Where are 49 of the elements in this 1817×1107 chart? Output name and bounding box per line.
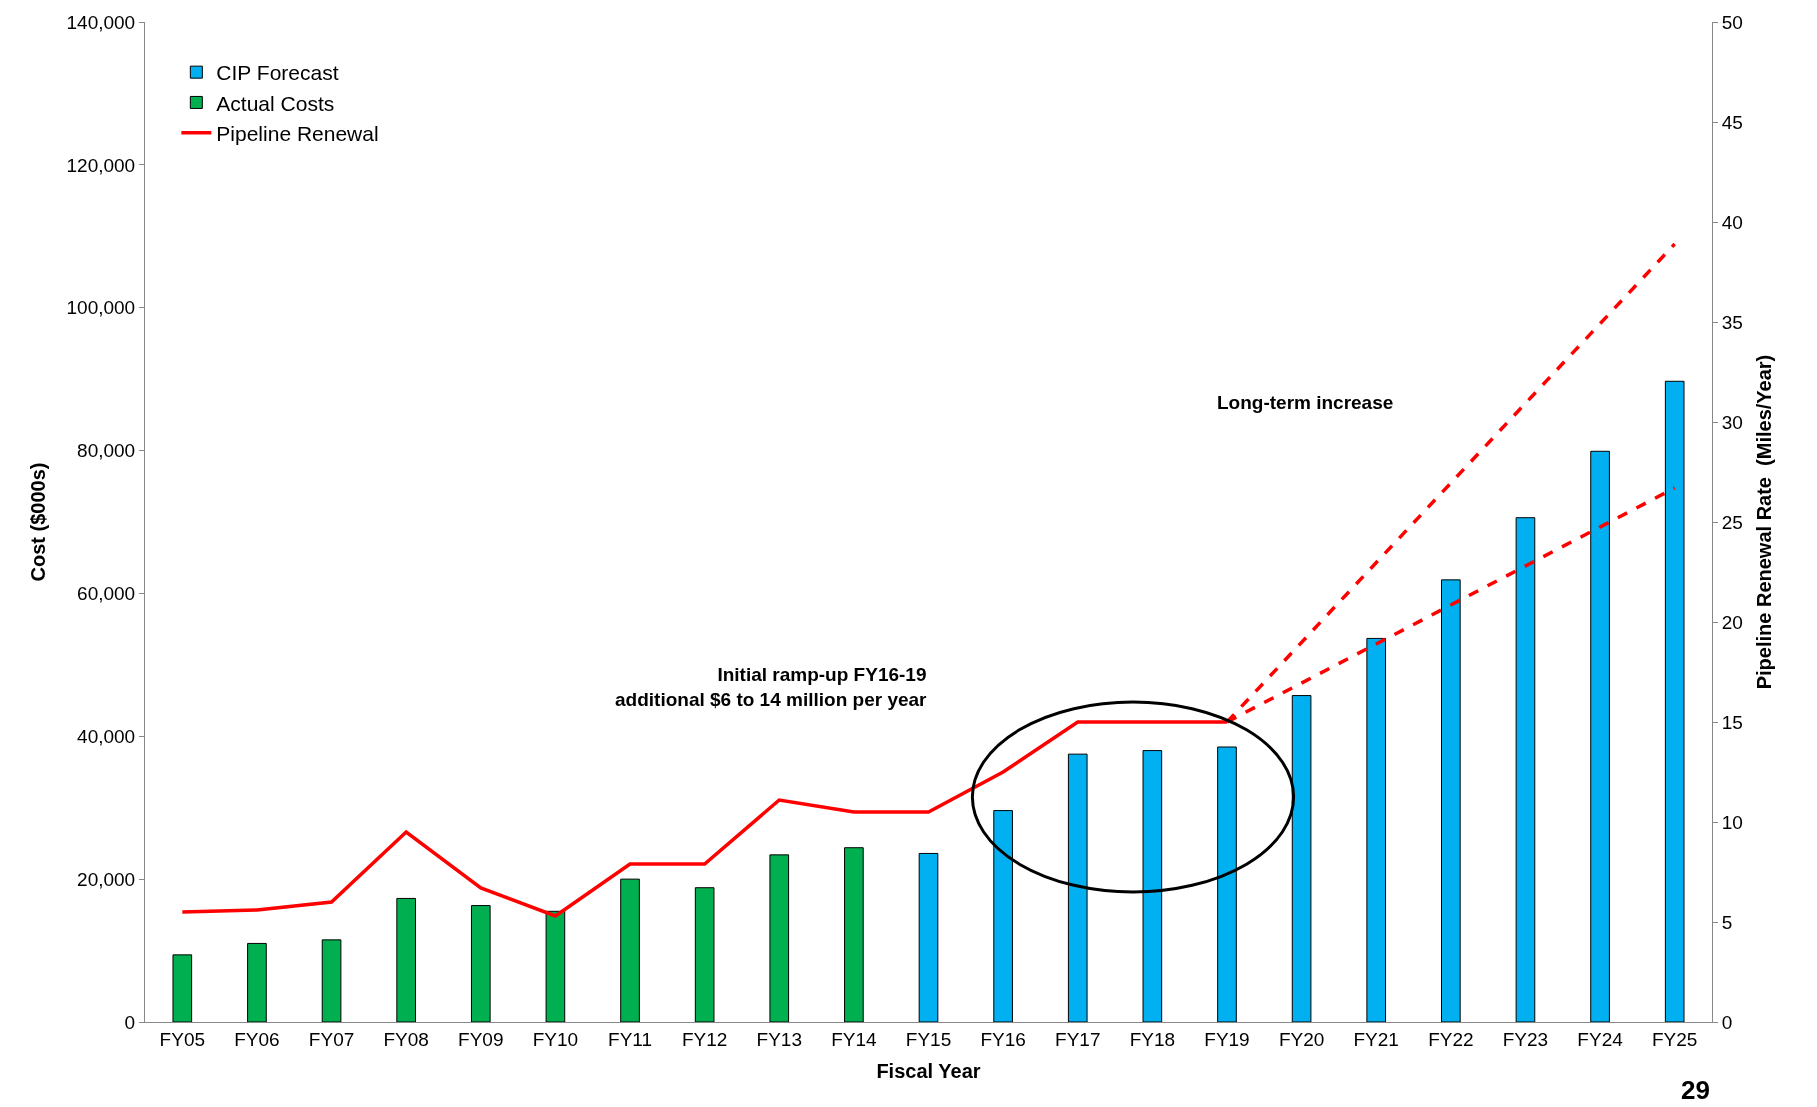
text: 29 [1681,1075,1710,1105]
x-tick-label: FY13 [756,1028,802,1050]
y-tick-label: 120,000 [66,154,136,176]
y-tick-label: 80,000 [77,440,136,462]
x-tick-label: FY10 [532,1028,579,1050]
annotation: Long-term increase [1217,392,1394,413]
y2-tick-label: 30 [1721,411,1743,433]
y2-axis-title: Pipeline Renewal Rate (Miles/Year) [1753,354,1776,690]
y-tick-label: 0 [124,1011,136,1033]
x-axis-title: Fiscal Year [876,1060,981,1083]
legend-label: Pipeline Renewal [216,121,379,145]
x-tick-label: FY06 [234,1028,280,1050]
legend-label: Actual Costs [216,91,335,115]
y-tick-label: 40,000 [77,725,136,747]
x-tick-label: FY07 [308,1028,355,1050]
x-tick-label: FY23 [1502,1028,1549,1050]
annotation: Initial ramp-up FY16-19 additional $6 to 14 million per year [615,664,928,710]
y-axis-title: Cost ($000s) [27,462,50,582]
y2-tick-label: 35 [1721,311,1743,333]
x-tick-label: FY15 [905,1028,952,1050]
x-tick-label: FY11 [608,1028,653,1050]
x-tick-label: FY21 [1353,1028,1399,1050]
y2-tick-label: 5 [1721,911,1733,933]
x-tick-label: FY22 [1428,1028,1474,1050]
x-tick-label: FY20 [1278,1028,1325,1050]
x-tick-label: FY18 [1129,1028,1176,1050]
y2-tick-label: 40 [1721,211,1743,233]
y2-tick-label: 10 [1721,811,1743,833]
x-tick-label: FY19 [1204,1028,1250,1050]
x-tick-label: FY12 [681,1028,728,1050]
x-tick-label: FY05 [159,1028,206,1050]
x-tick-label: FY25 [1651,1028,1698,1050]
y-tick-label: 140,000 [66,11,136,33]
y2-tick-label: 45 [1721,111,1743,133]
y-tick-label: 60,000 [77,583,136,605]
x-tick-label: FY14 [831,1028,878,1050]
y-tick-label: 100,000 [66,297,136,319]
x-tick-label: FY08 [383,1028,429,1050]
x-tick-label: FY24 [1577,1028,1624,1050]
legend-label: CIP Forecast [216,61,339,85]
y-tick-label: 20,000 [77,868,136,890]
x-tick-label: FY17 [1055,1028,1101,1050]
x-tick-label: FY09 [458,1028,504,1050]
x-tick-label: FY16 [980,1028,1026,1050]
y2-tick-label: 50 [1721,11,1743,33]
y2-tick-label: 15 [1721,711,1743,733]
y2-tick-label: 0 [1721,1011,1733,1033]
y2-tick-label: 25 [1721,511,1743,533]
y2-tick-label: 20 [1721,611,1743,633]
